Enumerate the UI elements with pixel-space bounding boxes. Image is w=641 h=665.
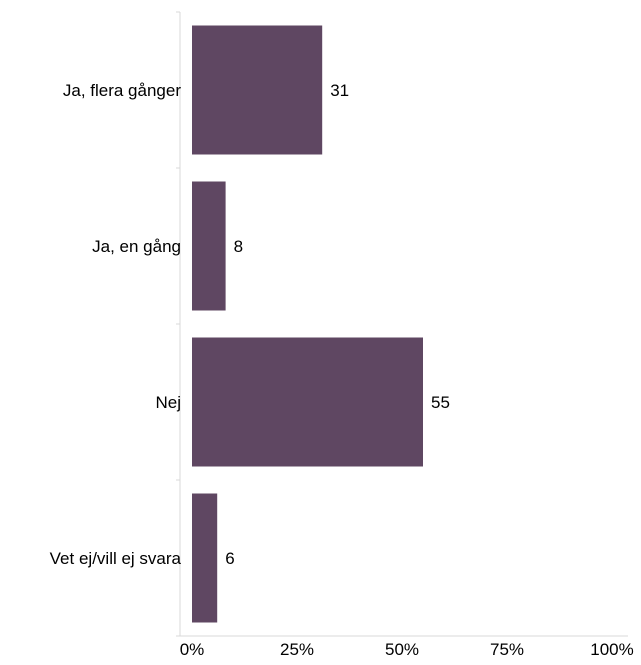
category-label: Nej	[155, 393, 181, 412]
bar	[192, 181, 226, 311]
labels: 0% 25% 50% 75% 100% Ja, flera gånger 31 Ja, en …	[50, 81, 634, 659]
x-tick-label: 0%	[180, 640, 205, 659]
x-tick-label: 25%	[280, 640, 314, 659]
data-label: 31	[330, 81, 349, 100]
category-label: Vet ej/vill ej svara	[50, 549, 182, 568]
x-tick-label: 50%	[385, 640, 419, 659]
axes	[176, 11, 628, 637]
bar	[192, 493, 218, 623]
x-tick-label: 75%	[490, 640, 524, 659]
bar	[192, 25, 323, 155]
data-label: 55	[431, 393, 450, 412]
data-label: 6	[225, 549, 234, 568]
category-label: Ja, en gång	[92, 237, 181, 256]
category-label: Ja, flera gånger	[63, 81, 181, 100]
bar	[192, 337, 423, 467]
x-tick-label: 100%	[590, 640, 633, 659]
data-label: 8	[234, 237, 243, 256]
bars	[192, 25, 423, 623]
